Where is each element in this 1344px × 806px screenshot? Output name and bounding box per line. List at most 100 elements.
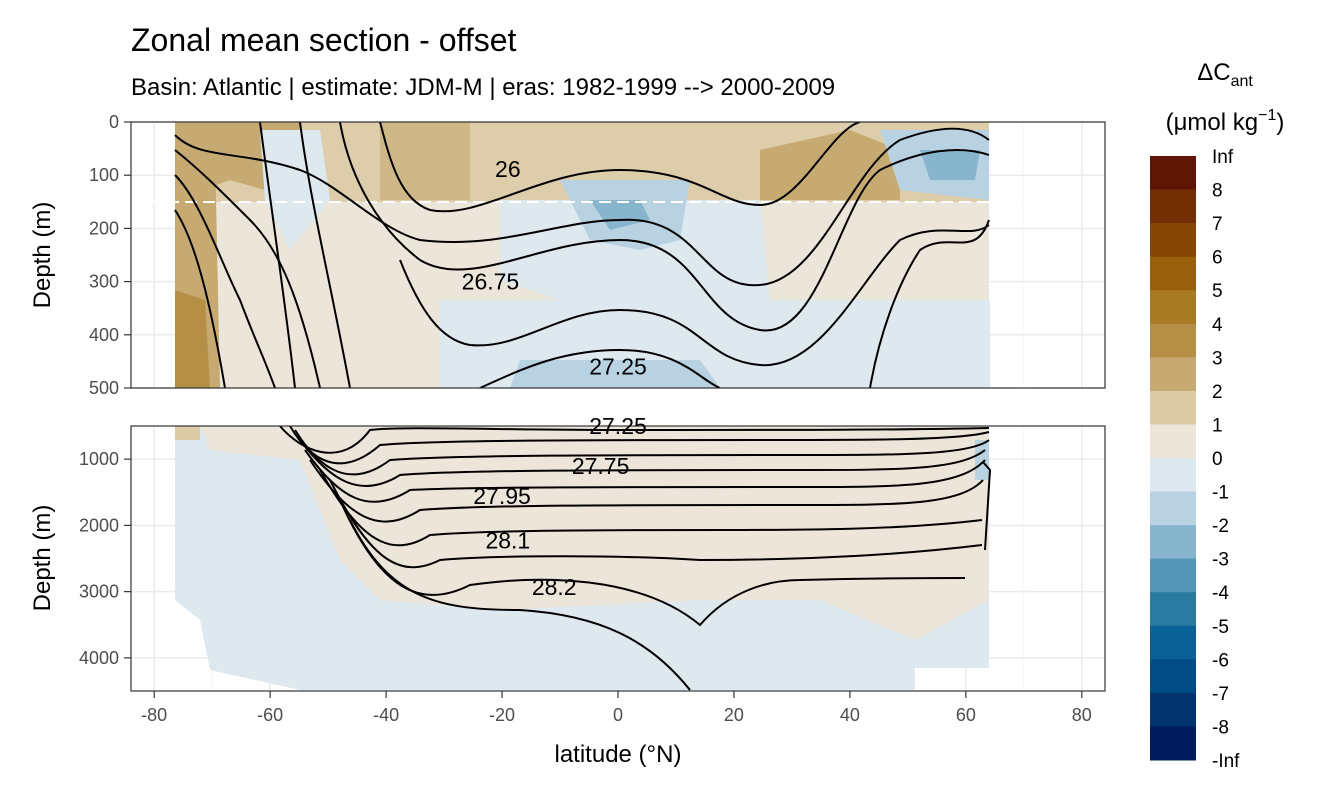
y-tick-label: 200 <box>89 218 119 238</box>
legend-swatch <box>1150 525 1196 560</box>
legend-break-label: -3 <box>1212 550 1229 571</box>
contour-line <box>174 209 226 388</box>
chart-subtitle: Basin: Atlantic | estimate: JDM-M | eras… <box>131 74 836 101</box>
legend-swatch <box>1150 491 1196 526</box>
legend-swatch <box>1150 625 1196 660</box>
upper-cold-core2 <box>590 200 650 230</box>
legend-break-label: 1 <box>1212 415 1223 436</box>
legend-swatch <box>1150 323 1196 358</box>
y-tick-label: 1000 <box>79 449 119 469</box>
x-tick-label: -20 <box>489 705 515 725</box>
y-tick-label: 0 <box>109 112 119 132</box>
upper-south-deep-warm2 <box>175 290 210 388</box>
legend-swatch <box>1150 424 1196 459</box>
lower-south-warm <box>175 426 200 440</box>
y-tick-label: 4000 <box>79 648 119 668</box>
upper-cold-patch-south <box>260 130 330 250</box>
contour-label: 28.1 <box>485 528 530 554</box>
contour-line <box>339 499 966 627</box>
x-tick-label: -80 <box>141 705 167 725</box>
contour-line <box>329 479 983 569</box>
contour-label: 27.75 <box>572 453 630 479</box>
contour-line <box>299 122 351 388</box>
contour-line <box>279 426 990 454</box>
upper-panel: 0 100 200 300 400 500 26 26.75 27.25 <box>89 112 1106 398</box>
legend-break-label: -4 <box>1212 583 1229 604</box>
legend-break-label: 8 <box>1212 181 1223 202</box>
legend-break-label: -1 <box>1212 483 1229 504</box>
legend-unit-end: ) <box>1276 109 1284 136</box>
legend-swatch <box>1150 156 1196 191</box>
legend-break-label: -Inf <box>1212 751 1240 772</box>
legend-swatch <box>1150 692 1196 727</box>
x-tick-label: 60 <box>956 705 976 725</box>
y-tick-label: 500 <box>89 378 119 398</box>
contour-label: 27.95 <box>473 483 531 509</box>
contour-label: 26.75 <box>462 269 520 295</box>
contour-label: 26 <box>495 156 521 182</box>
x-tick-label: 40 <box>840 705 860 725</box>
legend-unit: (μmol kg−1) <box>1166 107 1285 136</box>
contour-line <box>174 127 990 287</box>
lower-y-axis: 1000 2000 3000 4000 <box>79 449 131 668</box>
x-tick-label: 0 <box>613 705 623 725</box>
contour-line <box>479 348 721 388</box>
upper-north-warm <box>760 130 900 200</box>
upper-contours <box>174 122 990 388</box>
legend-title: ΔCant <box>1197 59 1253 90</box>
legend: ΔCant (μmol kg−1) Inf 8 7 6 5 4 3 2 1 0 -1 -2 -3 -4 -5… <box>1150 59 1284 772</box>
lower-panel: 1000 2000 3000 4000 27.25 27.75 27.95 28.128.2 <box>79 413 1106 692</box>
legend-swatch <box>1150 558 1196 593</box>
legend-swatch <box>1150 223 1196 258</box>
upper-y-axis: 0 100 200 300 400 500 <box>89 112 131 398</box>
y-tick-label: 3000 <box>79 582 119 602</box>
legend-break-label: 3 <box>1212 348 1223 369</box>
contour-line <box>982 461 992 551</box>
legend-break-label: -5 <box>1212 617 1229 638</box>
contour-line <box>174 174 276 388</box>
x-tick-label: -40 <box>373 705 399 725</box>
legend-break-label: -6 <box>1212 650 1229 671</box>
legend-swatch <box>1150 189 1196 224</box>
legend-break-label: 0 <box>1212 449 1223 470</box>
legend-swatch <box>1150 256 1196 291</box>
lower-contour-labels: 27.25 27.75 27.95 28.128.2 <box>473 413 647 600</box>
legend-break-label: 6 <box>1212 248 1223 269</box>
contour-line <box>869 219 990 388</box>
upper-field <box>131 122 1105 388</box>
contour-line <box>319 469 983 547</box>
legend-swatch <box>1150 458 1196 493</box>
legend-unit-main: (μmol kg <box>1166 109 1259 136</box>
contour-label: 27.25 <box>589 354 647 380</box>
legend-break-label: -2 <box>1212 516 1229 537</box>
contour-line <box>259 122 296 388</box>
y-tick-label: 2000 <box>79 515 119 535</box>
contour-line <box>379 122 861 213</box>
lower-warm-body <box>200 426 989 640</box>
legend-break-label: Inf <box>1212 147 1234 168</box>
contour-line <box>309 459 984 523</box>
contour-line <box>349 519 691 691</box>
legend-break-label: 4 <box>1212 315 1223 336</box>
legend-title-sub: ant <box>1231 73 1254 90</box>
contour-line <box>294 429 990 476</box>
upper-cold-deep-core <box>510 360 720 388</box>
legend-swatch <box>1150 357 1196 392</box>
contour-line <box>174 149 321 388</box>
y-tick-label: 300 <box>89 272 119 292</box>
upper-north-cold-core <box>920 150 980 180</box>
y-axis-label-lower: Depth (m) <box>29 505 56 612</box>
lower-north-cold <box>975 440 989 480</box>
contour-label: 27.25 <box>589 413 647 439</box>
x-tick-label: 20 <box>724 705 744 725</box>
legend-break-label: 2 <box>1212 382 1223 403</box>
y-tick-label: 100 <box>89 165 119 185</box>
legend-break-label: 7 <box>1212 214 1223 235</box>
lower-field <box>175 426 992 691</box>
legend-title-main: ΔC <box>1197 59 1230 86</box>
lower-contours <box>279 426 992 691</box>
legend-swatch <box>1150 592 1196 627</box>
legend-break-label: 5 <box>1212 281 1223 302</box>
upper-warm-patch <box>380 122 470 200</box>
